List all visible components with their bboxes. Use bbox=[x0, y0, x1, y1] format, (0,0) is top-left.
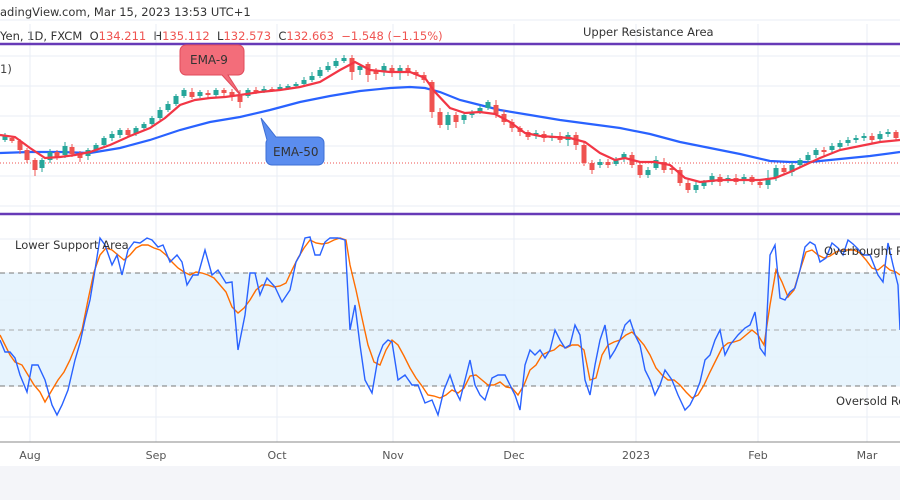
ema50-callout-text: EMA-50 bbox=[273, 145, 318, 159]
footer-strip bbox=[0, 466, 900, 500]
high-value: 135.112 bbox=[162, 29, 210, 43]
lower-support-label: Lower Support Area bbox=[15, 238, 129, 252]
x-axis-label: 2023 bbox=[622, 449, 650, 462]
x-axis-label: Mar bbox=[857, 449, 878, 462]
stochastic-band-lines bbox=[0, 272, 900, 387]
attribution-text: adingView.com, Mar 15, 2023 13:53 UTC+1 bbox=[0, 5, 251, 19]
low-label: L bbox=[217, 29, 224, 43]
close-value: 132.663 bbox=[286, 29, 334, 43]
x-axis-labels: Aug Sep Oct Nov Dec 2023 Feb Mar bbox=[19, 449, 878, 462]
x-axis-label: Aug bbox=[19, 449, 40, 462]
upper-resistance-label: Upper Resistance Area bbox=[583, 25, 714, 39]
ema50-callout[interactable]: EMA-50 bbox=[260, 117, 325, 166]
x-axis-label: Nov bbox=[382, 449, 404, 462]
x-axis-label: Dec bbox=[503, 449, 524, 462]
x-axis-label: Oct bbox=[267, 449, 287, 462]
ema50-line bbox=[0, 85, 900, 164]
ema9-callout[interactable]: EMA-9 bbox=[179, 44, 245, 98]
high-label: H bbox=[153, 29, 163, 43]
open-value: 134.211 bbox=[98, 29, 147, 43]
top-bar: adingView.com, Mar 15, 2023 13:53 UTC+1 bbox=[0, 0, 900, 24]
x-axis-label: Feb bbox=[748, 449, 767, 462]
close-label: C bbox=[278, 29, 287, 43]
indicator-label: 1) bbox=[0, 62, 12, 76]
change-value: −1.548 (−1.15%) bbox=[341, 29, 443, 43]
overbought-label: Overbought R bbox=[824, 244, 900, 258]
oversold-label: Oversold Re bbox=[836, 394, 900, 408]
x-axis-label: Sep bbox=[146, 449, 167, 462]
ema9-callout-text: EMA-9 bbox=[190, 53, 228, 67]
symbol-label: Yen, 1D, FXCM bbox=[0, 29, 83, 43]
ema9-line bbox=[0, 60, 900, 184]
open-label: O bbox=[89, 29, 99, 43]
stochastic-k-line bbox=[0, 236, 900, 418]
candlesticks bbox=[2, 55, 899, 193]
ohlc-legend: Yen, 1D, FXCM O134.211 H135.112 L132.573… bbox=[0, 29, 443, 43]
low-value: 132.573 bbox=[223, 29, 272, 43]
stochastic-d-line bbox=[0, 237, 900, 404]
